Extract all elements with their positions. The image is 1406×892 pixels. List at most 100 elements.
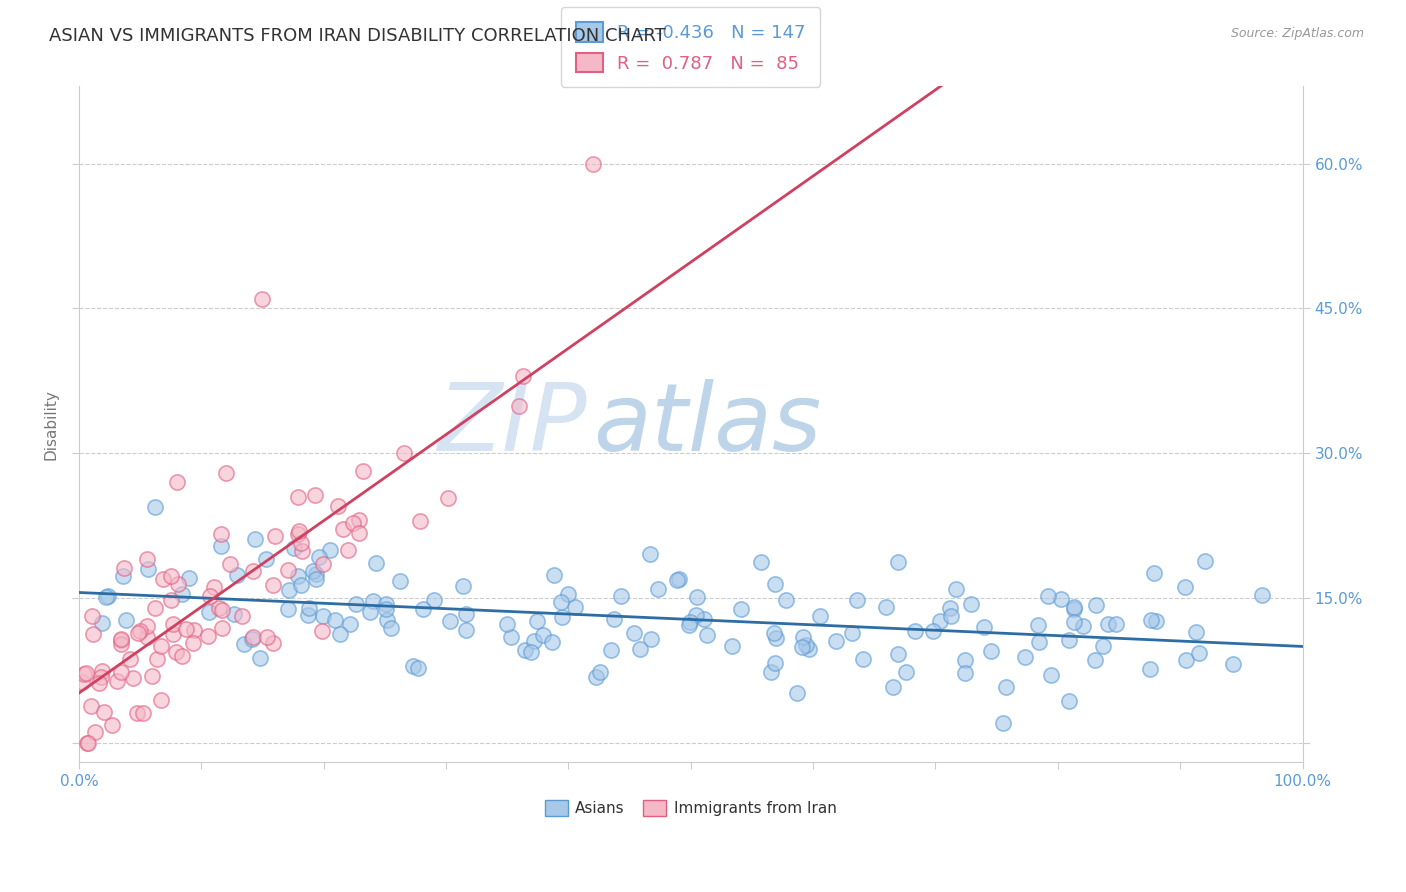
Point: [277, 582, 299, 597]
Point: [73, 667, 96, 681]
Point: [759, 665, 782, 680]
Point: [183, 623, 205, 637]
Point: [165, 644, 187, 658]
Point: [763, 577, 786, 591]
Point: [90, 670, 112, 684]
Point: [91, 665, 114, 679]
Point: [75, 665, 97, 680]
Point: [730, 602, 752, 616]
Point: [939, 601, 962, 615]
Point: [97, 589, 120, 603]
Point: [101, 717, 124, 731]
Point: [995, 681, 1018, 695]
Point: [392, 446, 415, 460]
Point: [77, 736, 100, 750]
Point: [128, 624, 150, 638]
Point: [454, 623, 477, 637]
Point: [408, 661, 430, 675]
Point: [82, 627, 104, 641]
Point: [668, 572, 690, 586]
Point: [749, 555, 772, 569]
Point: [136, 562, 159, 576]
Point: [290, 536, 312, 550]
Point: [159, 569, 181, 583]
Point: [118, 652, 141, 666]
Point: [80, 609, 103, 624]
Point: [894, 665, 917, 679]
Point: [1057, 633, 1080, 648]
Text: ZIP: ZIP: [437, 379, 586, 470]
Point: [380, 621, 402, 635]
Y-axis label: Disability: Disability: [44, 389, 58, 460]
Point: [720, 639, 742, 653]
Point: [311, 624, 333, 638]
Point: [1039, 667, 1062, 681]
Point: [110, 665, 132, 680]
Point: [243, 533, 266, 547]
Point: [80, 699, 103, 714]
Point: [454, 607, 477, 621]
Point: [198, 589, 221, 603]
Point: [953, 666, 976, 681]
Point: [1084, 599, 1107, 613]
Point: [288, 524, 311, 538]
Point: [174, 622, 197, 636]
Point: [808, 608, 831, 623]
Point: [349, 526, 371, 541]
Point: [287, 490, 309, 504]
Point: [686, 590, 709, 604]
Point: [132, 706, 155, 721]
Point: [564, 599, 586, 614]
Point: [326, 499, 349, 513]
Point: [329, 627, 352, 641]
Point: [763, 656, 786, 670]
Point: [1014, 649, 1036, 664]
Point: [115, 613, 138, 627]
Point: [209, 526, 232, 541]
Point: [693, 612, 716, 626]
Point: [233, 637, 256, 651]
Point: [141, 669, 163, 683]
Point: [685, 607, 707, 622]
Point: [526, 614, 548, 628]
Point: [136, 631, 159, 645]
Point: [375, 613, 398, 627]
Point: [666, 573, 689, 587]
Point: [797, 642, 820, 657]
Point: [922, 624, 945, 639]
Point: [904, 624, 927, 638]
Point: [242, 631, 264, 645]
Point: [256, 630, 278, 644]
Point: [1188, 646, 1211, 660]
Point: [585, 670, 607, 684]
Point: [1251, 588, 1274, 602]
Point: [508, 399, 530, 413]
Point: [202, 580, 225, 594]
Point: [152, 572, 174, 586]
Point: [437, 491, 460, 505]
Point: [308, 549, 330, 564]
Point: [451, 579, 474, 593]
Point: [929, 614, 952, 628]
Point: [1174, 580, 1197, 594]
Point: [149, 639, 172, 653]
Point: [1139, 662, 1161, 676]
Point: [582, 156, 605, 170]
Point: [520, 645, 543, 659]
Point: [342, 516, 364, 530]
Point: [319, 542, 342, 557]
Point: [287, 568, 309, 582]
Point: [640, 548, 662, 562]
Point: [91, 616, 114, 631]
Point: [287, 527, 309, 541]
Point: [344, 598, 367, 612]
Point: [252, 292, 274, 306]
Point: [325, 613, 347, 627]
Point: [499, 630, 522, 644]
Point: [170, 648, 193, 663]
Point: [696, 628, 718, 642]
Point: [291, 543, 314, 558]
Point: [875, 600, 897, 615]
Point: [359, 605, 381, 619]
Point: [112, 569, 135, 583]
